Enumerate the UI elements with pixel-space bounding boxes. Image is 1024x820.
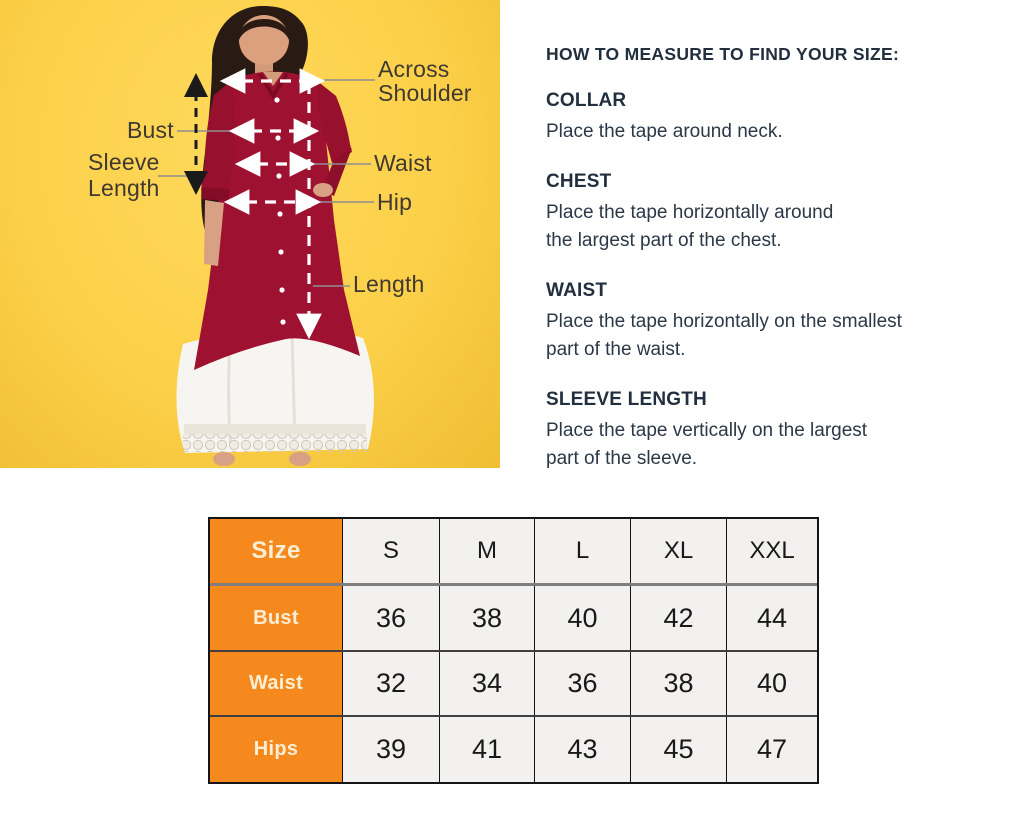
sleeve-length-section: SLEEVE LENGTH Place the tape vertically … bbox=[546, 389, 986, 473]
hip-label: Hip bbox=[377, 189, 413, 215]
waist-text-line1: Place the tape horizontally on the small… bbox=[546, 311, 902, 332]
across-shoulder-label: Across Shoulder bbox=[378, 57, 472, 105]
waist-value-l: 36 bbox=[535, 652, 631, 715]
figure-foot-right bbox=[289, 452, 311, 466]
waist-value-xxl: 40 bbox=[727, 652, 817, 715]
how-to-measure-title: HOW TO MEASURE TO FIND YOUR SIZE: bbox=[546, 44, 900, 64]
col-header-s: S bbox=[343, 519, 440, 583]
sleeve-length-text-line2: part of the sleeve. bbox=[546, 448, 698, 469]
hips-value-xxl: 47 bbox=[727, 717, 817, 782]
sleeve-length-label-line2: Length bbox=[88, 175, 160, 201]
hips-value-xl: 45 bbox=[631, 717, 727, 782]
collar-heading: COLLAR bbox=[546, 90, 627, 111]
size-chart-table: Size S M L XL XXL Bust 36 38 40 42 44 Wa… bbox=[208, 517, 819, 784]
length-label: Length bbox=[353, 271, 425, 297]
hips-value-m: 41 bbox=[440, 717, 535, 782]
bust-value-xxl: 44 bbox=[727, 586, 817, 650]
figure-right-forearm bbox=[322, 148, 352, 196]
bust-value-s: 36 bbox=[343, 586, 440, 650]
waist-section: WAIST Place the tape horizontally on the… bbox=[546, 280, 986, 364]
measurement-diagram-panel: Across Shoulder Bust Sleeve Length Waist… bbox=[0, 0, 500, 468]
model-figure-illustration bbox=[158, 6, 375, 466]
col-header-xl: XL bbox=[631, 519, 727, 583]
sleeve-length-text-line1: Place the tape vertically on the largest bbox=[546, 420, 868, 441]
waist-text-line2: part of the waist. bbox=[546, 339, 686, 360]
col-header-xxl: XXL bbox=[727, 519, 817, 583]
collar-section: COLLAR Place the tape around neck. bbox=[546, 90, 986, 146]
chest-section: CHEST Place the tape horizontally around… bbox=[546, 171, 986, 255]
hips-row: Hips 39 41 43 45 47 bbox=[210, 717, 817, 782]
bust-value-xl: 42 bbox=[631, 586, 727, 650]
chest-heading: CHEST bbox=[546, 171, 612, 192]
how-to-measure-panel: HOW TO MEASURE TO FIND YOUR SIZE: COLLAR… bbox=[546, 44, 986, 473]
collar-text-line1: Place the tape around neck. bbox=[546, 121, 783, 142]
across-shoulder-label-line1: Across bbox=[378, 56, 450, 82]
waist-row-label: Waist bbox=[210, 652, 343, 715]
skirt-lace-scallops bbox=[183, 434, 367, 452]
figure-left-forearm bbox=[204, 200, 224, 266]
chest-text-line1: Place the tape horizontally around bbox=[546, 202, 834, 223]
hips-row-label: Hips bbox=[210, 717, 343, 782]
figure-foot-left bbox=[213, 452, 235, 466]
size-corner-cell: Size bbox=[210, 519, 343, 583]
col-header-m: M bbox=[440, 519, 535, 583]
figure-hand bbox=[313, 183, 333, 197]
figure-right-sleeve bbox=[316, 80, 352, 163]
waist-row: Waist 32 34 36 38 40 bbox=[210, 652, 817, 717]
across-shoulder-label-line2: Shoulder bbox=[378, 80, 472, 106]
waist-value-m: 34 bbox=[440, 652, 535, 715]
figure-left-cuff bbox=[201, 187, 230, 201]
bust-row-label: Bust bbox=[210, 586, 343, 650]
figure-left-sleeve bbox=[201, 80, 235, 199]
sleeve-length-heading: SLEEVE LENGTH bbox=[546, 389, 707, 410]
waist-label: Waist bbox=[374, 150, 432, 176]
col-header-l: L bbox=[535, 519, 631, 583]
waist-heading: WAIST bbox=[546, 280, 608, 301]
hips-value-l: 43 bbox=[535, 717, 631, 782]
sleeve-length-label: Sleeve Length bbox=[88, 149, 160, 201]
hips-value-s: 39 bbox=[343, 717, 440, 782]
waist-value-s: 32 bbox=[343, 652, 440, 715]
bust-row: Bust 36 38 40 42 44 bbox=[210, 586, 817, 652]
figure-skirt bbox=[176, 328, 374, 453]
bust-label: Bust bbox=[127, 117, 174, 143]
bust-value-m: 38 bbox=[440, 586, 535, 650]
skirt-lace-band bbox=[184, 424, 366, 436]
sleeve-length-label-line1: Sleeve bbox=[88, 149, 160, 175]
size-chart-header-row: Size S M L XL XXL bbox=[210, 519, 817, 586]
chest-text-line2: the largest part of the chest. bbox=[546, 230, 782, 251]
figure-hair-front bbox=[238, 19, 290, 40]
waist-value-xl: 38 bbox=[631, 652, 727, 715]
figure-dress bbox=[194, 71, 360, 370]
bust-value-l: 40 bbox=[535, 586, 631, 650]
